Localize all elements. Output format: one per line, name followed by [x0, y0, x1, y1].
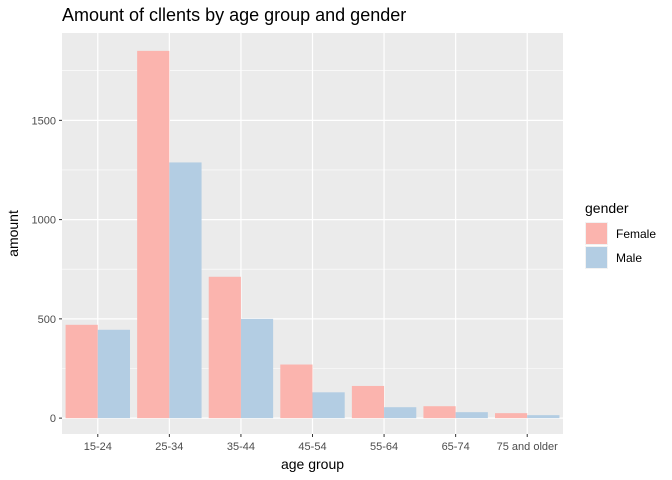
x-axis-ticks: 15-24 25-34 35-44 45-54 55-64 65-74 75 and old…	[84, 434, 558, 453]
y-tick-label: 1000	[32, 215, 56, 227]
bar-female-7	[495, 413, 528, 419]
bar-male-6	[455, 412, 488, 419]
bar-male-3	[240, 318, 274, 419]
bar-female-6	[423, 406, 456, 419]
legend-swatch-female	[586, 223, 607, 244]
bar-female-4	[280, 364, 313, 419]
x-tick-label: 65-74	[442, 441, 470, 453]
x-tick-label: 25-34	[155, 441, 183, 453]
y-axis-title: amount	[5, 210, 21, 257]
bar-male-1	[97, 329, 130, 419]
x-tick-label: 15-24	[84, 441, 112, 453]
legend-title: gender	[585, 200, 629, 216]
legend-label-male: Male	[616, 251, 642, 265]
y-tick-label: 500	[38, 314, 56, 326]
y-tick-label: 1500	[32, 115, 56, 127]
bar-male-5	[384, 407, 417, 419]
legend-label-female: Female	[616, 227, 656, 241]
y-axis-ticks: 0 500 1000 1500	[32, 115, 62, 425]
x-tick-label: 45-54	[298, 441, 326, 453]
chart-title: Amount of cllents by age group and gende…	[62, 5, 406, 25]
bar-male-7	[527, 415, 560, 419]
bar-female-2	[137, 50, 170, 419]
x-tick-label: 75 and older	[497, 441, 558, 453]
x-axis-title: age group	[281, 456, 344, 472]
legend-swatch-male	[586, 247, 607, 268]
bars	[65, 50, 560, 419]
bar-male-2	[169, 162, 202, 419]
y-tick-label: 0	[50, 413, 56, 425]
bar-female-3	[208, 276, 241, 419]
bar-female-1	[65, 324, 98, 419]
x-tick-label: 35-44	[227, 441, 255, 453]
x-tick-label: 55-64	[370, 441, 398, 453]
bar-male-4	[312, 392, 345, 419]
legend: gender Female Male	[585, 200, 656, 269]
bar-female-5	[351, 385, 385, 419]
